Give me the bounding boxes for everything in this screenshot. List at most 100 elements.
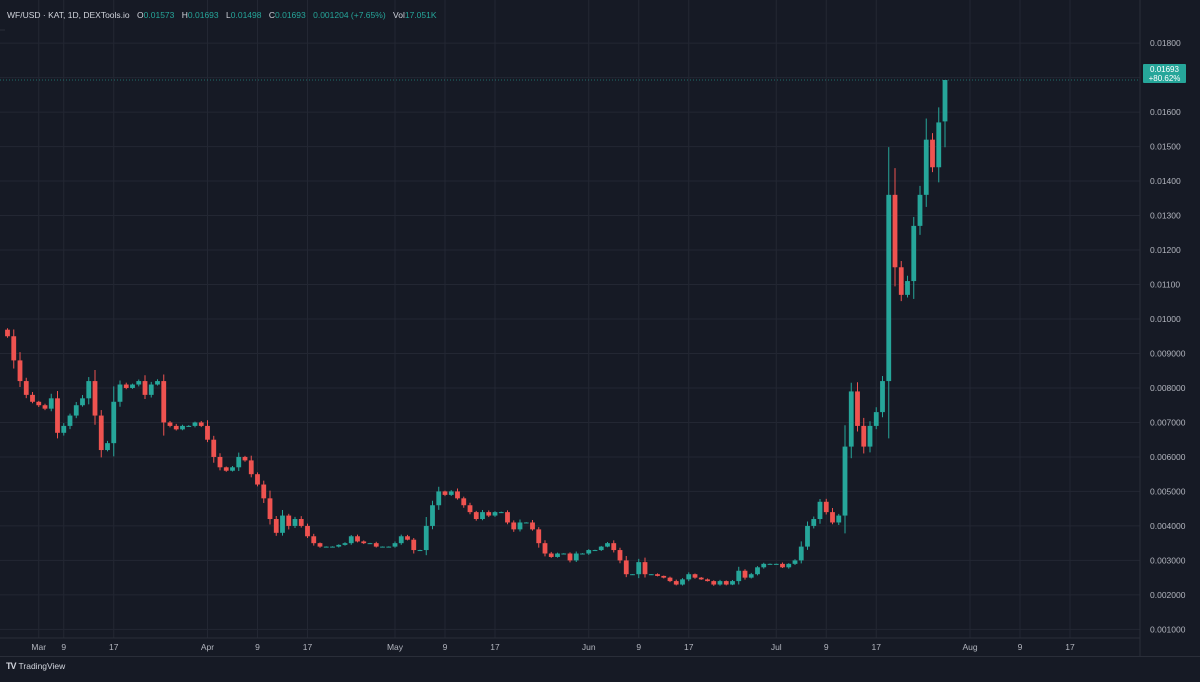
candle-body[interactable] bbox=[642, 562, 648, 575]
candle-body[interactable] bbox=[348, 536, 354, 544]
candle-body[interactable] bbox=[567, 553, 573, 561]
candles[interactable] bbox=[5, 80, 948, 586]
candle-body[interactable] bbox=[323, 546, 329, 548]
candle-body[interactable] bbox=[561, 553, 567, 555]
candle-body[interactable] bbox=[586, 550, 592, 554]
candle-body[interactable] bbox=[917, 194, 923, 226]
candle-body[interactable] bbox=[123, 384, 129, 388]
candle-body[interactable] bbox=[236, 456, 242, 468]
candle-body[interactable] bbox=[711, 581, 717, 585]
candle-body[interactable] bbox=[73, 405, 79, 416]
candle-body[interactable] bbox=[780, 563, 785, 568]
candle-body[interactable] bbox=[892, 194, 898, 268]
candle-body[interactable] bbox=[398, 536, 404, 544]
candle-body[interactable] bbox=[161, 381, 167, 423]
candle-body[interactable] bbox=[436, 491, 442, 506]
candle-body[interactable] bbox=[423, 525, 429, 551]
candle-body[interactable] bbox=[105, 443, 110, 451]
candle-body[interactable] bbox=[386, 546, 392, 548]
candle-body[interactable] bbox=[630, 574, 635, 576]
candle-body[interactable] bbox=[830, 512, 835, 523]
candle-body[interactable] bbox=[405, 536, 410, 540]
candle-body[interactable] bbox=[705, 579, 710, 582]
candle-body[interactable] bbox=[673, 581, 679, 585]
candle-body[interactable] bbox=[736, 570, 742, 582]
candle-body[interactable] bbox=[467, 505, 473, 513]
candle-body[interactable] bbox=[80, 398, 85, 406]
candle-body[interactable] bbox=[473, 512, 479, 520]
candle-body[interactable] bbox=[317, 543, 323, 547]
candle-body[interactable] bbox=[273, 519, 279, 533]
candle-body[interactable] bbox=[205, 425, 210, 440]
candle-body[interactable] bbox=[498, 512, 504, 514]
candle-body[interactable] bbox=[598, 546, 604, 551]
candle-body[interactable] bbox=[448, 491, 454, 495]
candle-body[interactable] bbox=[880, 381, 885, 413]
candle-body[interactable] bbox=[730, 581, 735, 585]
candle-body[interactable] bbox=[242, 456, 248, 461]
candle-body[interactable] bbox=[905, 281, 910, 295]
candle-body[interactable] bbox=[617, 550, 623, 561]
candle-body[interactable] bbox=[298, 519, 304, 526]
candle-body[interactable] bbox=[36, 401, 42, 406]
candle-body[interactable] bbox=[211, 439, 217, 457]
candle-body[interactable] bbox=[198, 422, 204, 426]
candle-body[interactable] bbox=[17, 360, 23, 382]
candle-body[interactable] bbox=[886, 194, 892, 382]
candle-body[interactable] bbox=[361, 541, 367, 544]
candle-body[interactable] bbox=[373, 543, 379, 547]
candle-body[interactable] bbox=[130, 384, 135, 388]
candle-body[interactable] bbox=[680, 579, 685, 585]
candle-body[interactable] bbox=[5, 329, 10, 337]
candle-body[interactable] bbox=[180, 425, 185, 430]
candle-body[interactable] bbox=[873, 412, 879, 426]
candle-body[interactable] bbox=[442, 491, 448, 495]
tradingview-logo[interactable]: TV TradingView bbox=[6, 661, 65, 671]
candle-body[interactable] bbox=[255, 474, 260, 485]
candle-body[interactable] bbox=[480, 512, 485, 520]
candle-body[interactable] bbox=[611, 543, 617, 551]
candle-body[interactable] bbox=[55, 398, 60, 433]
time-axis[interactable]: Mar 9 17 Apr 9 17 May 9 17 Jun 9 17 Jul 9 17 Aug 9 17 bbox=[31, 642, 1075, 652]
candle-body[interactable] bbox=[686, 574, 692, 580]
candle-body[interactable] bbox=[580, 553, 585, 555]
candle-body[interactable] bbox=[823, 501, 829, 513]
candle-body[interactable] bbox=[811, 519, 817, 526]
candle-body[interactable] bbox=[555, 553, 560, 557]
candle-body[interactable] bbox=[755, 567, 760, 575]
candle-body[interactable] bbox=[136, 381, 142, 385]
candle-body[interactable] bbox=[505, 512, 510, 523]
candle-body[interactable] bbox=[655, 574, 660, 576]
candle-body[interactable] bbox=[836, 515, 842, 523]
candle-body[interactable] bbox=[855, 391, 860, 426]
candle-body[interactable] bbox=[192, 422, 198, 426]
candle-body[interactable] bbox=[61, 425, 67, 433]
candle-body[interactable] bbox=[217, 456, 223, 468]
candle-body[interactable] bbox=[748, 574, 754, 578]
candle-body[interactable] bbox=[723, 581, 729, 585]
candle-body[interactable] bbox=[548, 553, 554, 557]
candle-body[interactable] bbox=[173, 425, 179, 430]
candle-body[interactable] bbox=[848, 391, 854, 447]
candle-body[interactable] bbox=[930, 139, 935, 168]
candle-body[interactable] bbox=[605, 543, 610, 547]
candle-body[interactable] bbox=[23, 381, 29, 395]
candle-body[interactable] bbox=[117, 384, 123, 402]
candle-body[interactable] bbox=[430, 505, 435, 526]
candle-body[interactable] bbox=[898, 267, 904, 295]
candle-body[interactable] bbox=[486, 512, 492, 516]
candle-body[interactable] bbox=[461, 498, 467, 506]
candle-body[interactable] bbox=[92, 381, 98, 416]
candle-body[interactable] bbox=[411, 539, 417, 551]
candle-body[interactable] bbox=[523, 522, 529, 524]
candle-body[interactable] bbox=[223, 467, 229, 471]
candle-body[interactable] bbox=[767, 563, 773, 565]
candle-body[interactable] bbox=[367, 543, 373, 545]
candle-body[interactable] bbox=[773, 563, 779, 565]
candle-body[interactable] bbox=[167, 422, 173, 426]
candle-body[interactable] bbox=[111, 401, 117, 444]
candle-body[interactable] bbox=[530, 522, 535, 530]
candle-body[interactable] bbox=[592, 550, 598, 552]
candle-body[interactable] bbox=[42, 405, 48, 409]
